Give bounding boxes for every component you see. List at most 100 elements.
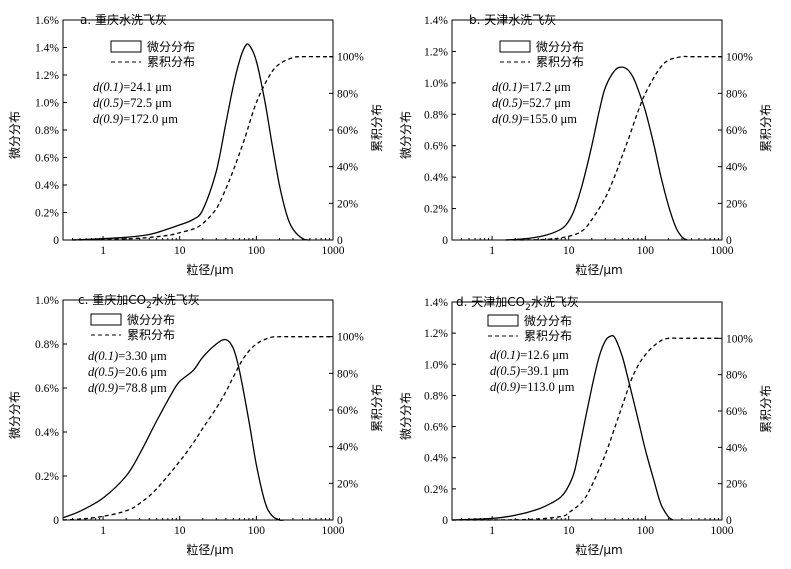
x-tick-label: 10 [563,525,575,537]
x-tick-label: 100 [248,525,266,537]
x-tick-label: 10 [174,245,186,257]
panel-title-main: c. 重庆加CO [78,293,146,307]
panel-title-tail: 水洗飞灰 [531,295,579,309]
x-tick-label: 1 [489,245,495,257]
differential-distribution-line [505,66,688,241]
stat-d50: d(0.5)=52.7 μm [492,96,571,110]
panel-title-subscript: 2 [146,301,152,311]
y-tick-label: 0.8% [35,339,59,351]
y-tick-label: 0 [53,515,59,527]
stat-d10: d(0.1)=12.6 μm [490,348,569,362]
x-tick-label: 100 [637,525,655,537]
y2-tick-label: 100% [726,52,753,64]
stat-label: d(0.5) [88,365,118,379]
differential-distribution-line [62,338,285,521]
stat-d50: d(0.5)=39.1 μm [490,364,569,378]
y-tick-label: 0.8% [424,109,448,121]
cumulative-distribution-line [62,335,333,521]
x-tick-label: 10 [174,525,186,537]
x-tick-label: 1 [100,245,106,257]
y2-axis-label: 累积分布 [759,104,773,152]
stat-value: =17.2 μm [522,80,571,94]
legend-label-differential: 微分分布 [147,40,195,54]
y-tick-label: 0.6% [424,422,448,434]
legend-label-cumulative: 累积分布 [536,55,584,69]
x-tick-label: 100 [637,245,655,257]
x-axis-label: 粒径/μm [186,262,233,277]
legend-label-differential: 微分分布 [536,40,584,54]
y2-tick-label: 60% [726,406,748,418]
y-tick-label: 1.4% [424,297,448,309]
stat-label: d(0.5) [490,364,520,378]
y-axis-label: 微分分布 [399,392,413,440]
x-tick-label: 100 [248,245,266,257]
legend-label-differential: 微分分布 [127,313,175,327]
y2-tick-label: 60% [726,125,748,137]
y2-tick-label: 0 [337,235,343,247]
y-tick-label: 1.6% [35,15,59,27]
x-tick-label: 1 [489,525,495,537]
stat-value: =3.30 μm [118,349,167,363]
stat-value: =12.6 μm [520,348,569,362]
differential-distribution-line [451,334,674,521]
y-tick-label: 0.6% [35,153,59,165]
chart-panel-a: 0 0.2% 0.4% 0.6% 0.8% 1.0% 1.2% 1.4% 1.6% 0 20% 40%… [8,13,384,277]
y-tick-label: 0.4% [424,453,448,465]
legend-swatch-differential [90,313,122,326]
y-tick-label: 0.6% [35,383,59,395]
x-tick-label: 1000 [711,525,734,537]
y-tick-label: 0.8% [35,125,59,137]
cumulative-distribution-line [505,55,722,241]
y2-tick-label: 80% [726,370,748,382]
stat-label: d(0.5) [93,96,123,110]
chart-panel-c: 0 0.2% 0.4% 0.6% 0.8% 1.0% 0 20% 40% 60% 80% 100% 1 1… [8,293,384,557]
y2-tick-label: 20% [337,478,359,490]
x-axis-label: 粒径/μm [575,262,622,277]
stat-value: =20.6 μm [118,365,167,379]
stat-value: =172.0 μm [123,112,178,126]
stat-label: d(0.5) [492,96,522,110]
stat-d50: d(0.5)=20.6 μm [88,365,167,379]
panel-title-main: d. 天津加CO [456,295,525,309]
differential-distribution-line [72,43,311,241]
x-tick-label: 1000 [711,245,734,257]
panel-title-tail: 水洗飞灰 [152,293,200,307]
stat-label: d(0.9) [93,112,123,126]
y-axis-label: 微分分布 [8,111,22,159]
y2-tick-label: 20% [726,198,748,210]
plot-frame [451,19,723,241]
y-tick-label: 1.4% [35,43,59,55]
plot-frame [62,299,334,521]
x-tick-label: 1000 [322,245,345,257]
stat-value: =24.1 μm [123,80,172,94]
y2-tick-label: 80% [726,88,748,100]
y2-tick-label: 80% [337,368,359,380]
y-tick-label: 0.4% [35,180,59,192]
y-tick-label: 1.0% [424,359,448,371]
legend-swatch-differential [487,314,519,327]
legend-swatch-differential [499,40,531,53]
stat-label: d(0.1) [93,80,123,94]
stat-value: =155.0 μm [522,112,577,126]
panel-title: b. 天津水洗飞灰 [469,13,556,27]
panel-title: d. 天津加CO2水洗飞灰 [456,295,579,313]
x-tick-label: 1000 [322,525,345,537]
y-axis-label: 微分分布 [8,391,22,439]
y2-tick-label: 100% [726,333,753,345]
y-tick-label: 0 [442,235,448,247]
y-tick-label: 0 [442,515,448,527]
y-tick-label: 0.2% [35,471,59,483]
y-tick-label: 1.2% [35,70,59,82]
panel-title-subscript: 2 [525,303,531,313]
stat-label: d(0.1) [492,80,522,94]
plot-frame [62,19,334,241]
y-tick-label: 0.8% [424,390,448,402]
y-tick-label: 1.2% [424,328,448,340]
y2-axis-label: 累积分布 [759,385,773,433]
y2-tick-label: 40% [337,162,359,174]
y2-tick-label: 40% [337,442,359,454]
stat-d50: d(0.5)=72.5 μm [93,96,172,110]
y-tick-label: 0.4% [424,172,448,184]
y2-axis-label: 累积分布 [370,384,384,432]
